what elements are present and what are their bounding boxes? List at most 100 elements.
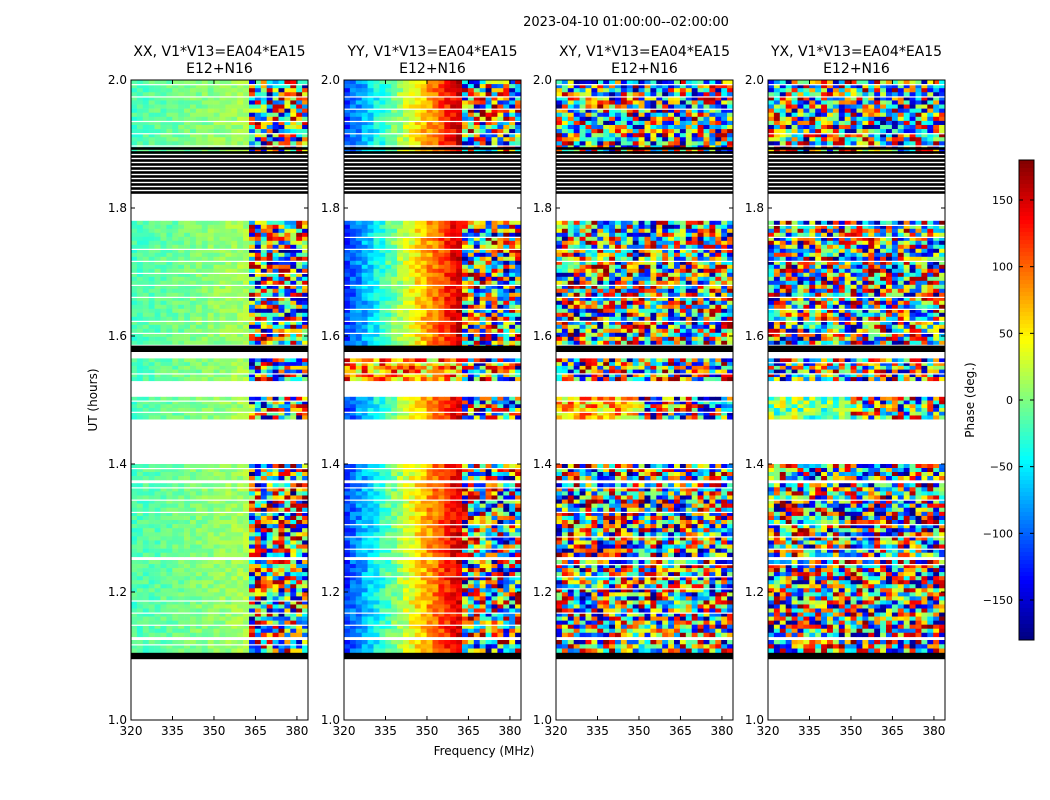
axes-frame	[130, 79, 309, 721]
colorbar-segment	[1019, 508, 1034, 513]
y-tick-label: 1.8	[321, 201, 340, 215]
colorbar-segment	[1019, 332, 1034, 337]
colorbar-segment	[1019, 264, 1034, 269]
y-tick-label: 2.0	[533, 73, 552, 87]
colorbar-segment	[1019, 520, 1034, 525]
y-tick-label: 2.0	[745, 73, 764, 87]
colorbar-segment	[1019, 596, 1034, 601]
phase-data-xy	[556, 80, 733, 720]
y-tick-label: 1.8	[108, 201, 127, 215]
colorbar-segment	[1019, 464, 1034, 469]
colorbar-segment	[1019, 424, 1034, 429]
colorbar-segment	[1019, 360, 1034, 365]
colorbar-segment	[1019, 564, 1034, 569]
colorbar-segment	[1019, 588, 1034, 593]
colorbar-tick-label: 100	[992, 261, 1013, 274]
colorbar-segment	[1019, 504, 1034, 509]
colorbar-segment	[1019, 304, 1034, 309]
colorbar-segment	[1019, 432, 1034, 437]
colorbar-segment	[1019, 472, 1034, 477]
colorbar-segment	[1019, 252, 1034, 257]
x-tick-label: 350	[203, 724, 226, 738]
colorbar-segment	[1019, 580, 1034, 585]
colorbar-segment	[1019, 324, 1034, 329]
colorbar-segment	[1019, 412, 1034, 417]
y-tick-label: 1.8	[745, 201, 764, 215]
y-tick-label: 1.2	[108, 585, 127, 599]
colorbar-segment	[1019, 528, 1034, 533]
colorbar-segment	[1019, 372, 1034, 377]
colorbar-segment	[1019, 440, 1034, 445]
colorbar-tick-label: 0	[1006, 394, 1013, 407]
x-tick-label: 365	[881, 724, 904, 738]
colorbar-segment	[1019, 480, 1034, 485]
colorbar-segment	[1019, 512, 1034, 517]
y-tick-label: 2.0	[108, 73, 127, 87]
colorbar-segment	[1019, 524, 1034, 529]
colorbar-segment	[1019, 160, 1034, 165]
colorbar-tick-label: −100	[983, 527, 1013, 540]
colorbar-segment	[1019, 248, 1034, 253]
y-tick-label: 1.6	[108, 329, 127, 343]
y-tick-label: 1.4	[745, 457, 764, 471]
colorbar-segment	[1019, 288, 1034, 293]
colorbar-segment	[1019, 540, 1034, 545]
panel-subtitle: E12+N16	[186, 61, 253, 77]
panel-yy: 1.0 1.2 1.4 1.6 1.8 2.0 320 335 350 365 380 YY, V1*…	[321, 44, 522, 738]
y-tick-label: 1.6	[533, 329, 552, 343]
axes-frame	[767, 79, 946, 721]
colorbar-tick-label: −50	[990, 461, 1013, 474]
colorbar-segment	[1019, 212, 1034, 217]
colorbar-segment	[1019, 364, 1034, 369]
colorbar-segment	[1019, 608, 1034, 613]
colorbar-segment	[1019, 568, 1034, 573]
colorbar-segment	[1019, 456, 1034, 461]
x-tick-label: 320	[757, 724, 780, 738]
colorbar-segment	[1019, 448, 1034, 453]
x-tick-label: 335	[586, 724, 609, 738]
y-axis-label: UT (hours)	[86, 368, 100, 431]
x-tick-label: 365	[244, 724, 267, 738]
colorbar-segment	[1019, 604, 1034, 609]
colorbar-segment	[1019, 224, 1034, 229]
colorbar-segment	[1019, 476, 1034, 481]
colorbar-segment	[1019, 356, 1034, 361]
colorbar-segment	[1019, 620, 1034, 625]
x-tick-label: 365	[669, 724, 692, 738]
colorbar-segment	[1019, 268, 1034, 273]
panel-subtitle: E12+N16	[611, 61, 678, 77]
colorbar-segment	[1019, 552, 1034, 557]
axes-frame	[555, 79, 734, 721]
colorbar-segment	[1019, 272, 1034, 277]
colorbar-segment	[1019, 308, 1034, 313]
colorbar-segment	[1019, 400, 1034, 405]
colorbar-segment	[1019, 496, 1034, 501]
colorbar-segment	[1019, 416, 1034, 421]
panel-subtitle: E12+N16	[399, 61, 466, 77]
x-tick-label: 380	[498, 724, 521, 738]
x-tick-label: 380	[922, 724, 945, 738]
colorbar-segment	[1019, 280, 1034, 285]
colorbar-segment	[1019, 388, 1034, 393]
panel-title: YX, V1*V13=EA04*EA15	[770, 44, 942, 60]
y-tick-label: 1.0	[108, 713, 127, 727]
colorbar-segment	[1019, 236, 1034, 241]
y-tick-label: 1.6	[321, 329, 340, 343]
colorbar-segment	[1019, 192, 1034, 197]
colorbar-segment	[1019, 320, 1034, 325]
x-tick-label: 320	[120, 724, 143, 738]
colorbar-segment	[1019, 404, 1034, 409]
colorbar-segment	[1019, 536, 1034, 541]
colorbar-segment	[1019, 168, 1034, 173]
colorbar-segment	[1019, 312, 1034, 317]
panel-title: XY, V1*V13=EA04*EA15	[559, 44, 730, 60]
y-tick-label: 1.4	[321, 457, 340, 471]
colorbar-tick-label: 50	[999, 327, 1013, 340]
panel-subtitle: E12+N16	[823, 61, 890, 77]
colorbar-segment	[1019, 352, 1034, 357]
panel-xy: 1.0 1.2 1.4 1.6 1.8 2.0 320 335 350 365 380 XY, V1*…	[533, 44, 734, 738]
panels: 1.0 1.2 1.4 1.6 1.8 2.0 320 335 350 365 380 XX, V1*…	[108, 44, 946, 738]
y-tick-label: 1.0	[745, 713, 764, 727]
colorbar-segment	[1019, 204, 1034, 209]
colorbar-segment	[1019, 516, 1034, 521]
